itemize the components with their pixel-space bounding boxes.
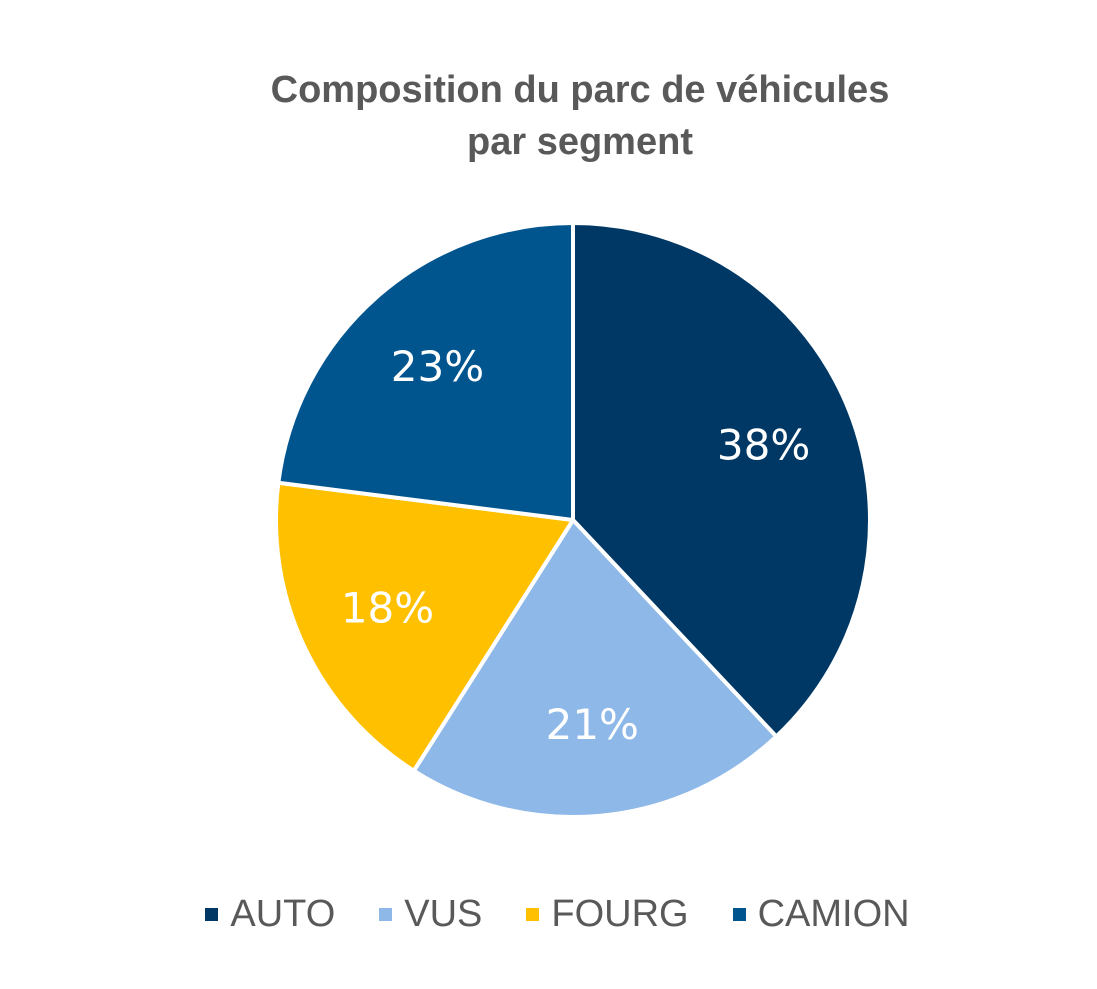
legend-item-fourg: FOURG bbox=[526, 893, 689, 936]
legend-swatch-camion bbox=[732, 908, 746, 921]
pie-slice-label-camion: 23% bbox=[391, 342, 484, 391]
chart-title-line-2: par segment bbox=[467, 121, 693, 163]
pie-slices bbox=[274, 221, 872, 819]
legend-swatch-vus bbox=[379, 908, 393, 921]
legend-swatch-auto bbox=[205, 908, 219, 921]
pie-slice-label-auto: 38% bbox=[717, 421, 810, 470]
pie-slice-label-fourg: 18% bbox=[341, 583, 434, 632]
pie-slice-label-vus: 21% bbox=[546, 700, 639, 749]
legend-item-camion: CAMION bbox=[732, 893, 910, 936]
legend-swatch-fourg bbox=[526, 908, 540, 921]
legend-label-fourg: FOURG bbox=[551, 893, 689, 935]
legend-item-auto: AUTO bbox=[205, 893, 335, 936]
pie-slice-camion bbox=[276, 221, 575, 522]
legend-label-vus: VUS bbox=[404, 893, 483, 935]
chart-title: Composition du parc de véhicules par seg… bbox=[0, 64, 1097, 168]
pie-labels: 38% 21% 18% 23% bbox=[341, 342, 810, 749]
pie-slice-auto bbox=[571, 221, 872, 739]
legend-label-auto: AUTO bbox=[230, 893, 336, 935]
chart-title-line-1: Composition du parc de véhicules bbox=[270, 69, 890, 111]
chart-legend: AUTO VUS FOURG CAMION bbox=[0, 893, 1097, 936]
legend-item-vus: VUS bbox=[379, 893, 482, 936]
pie-slice-fourg bbox=[274, 480, 575, 773]
legend-label-camion: CAMION bbox=[757, 893, 910, 935]
pie-slice-vus bbox=[411, 518, 779, 819]
